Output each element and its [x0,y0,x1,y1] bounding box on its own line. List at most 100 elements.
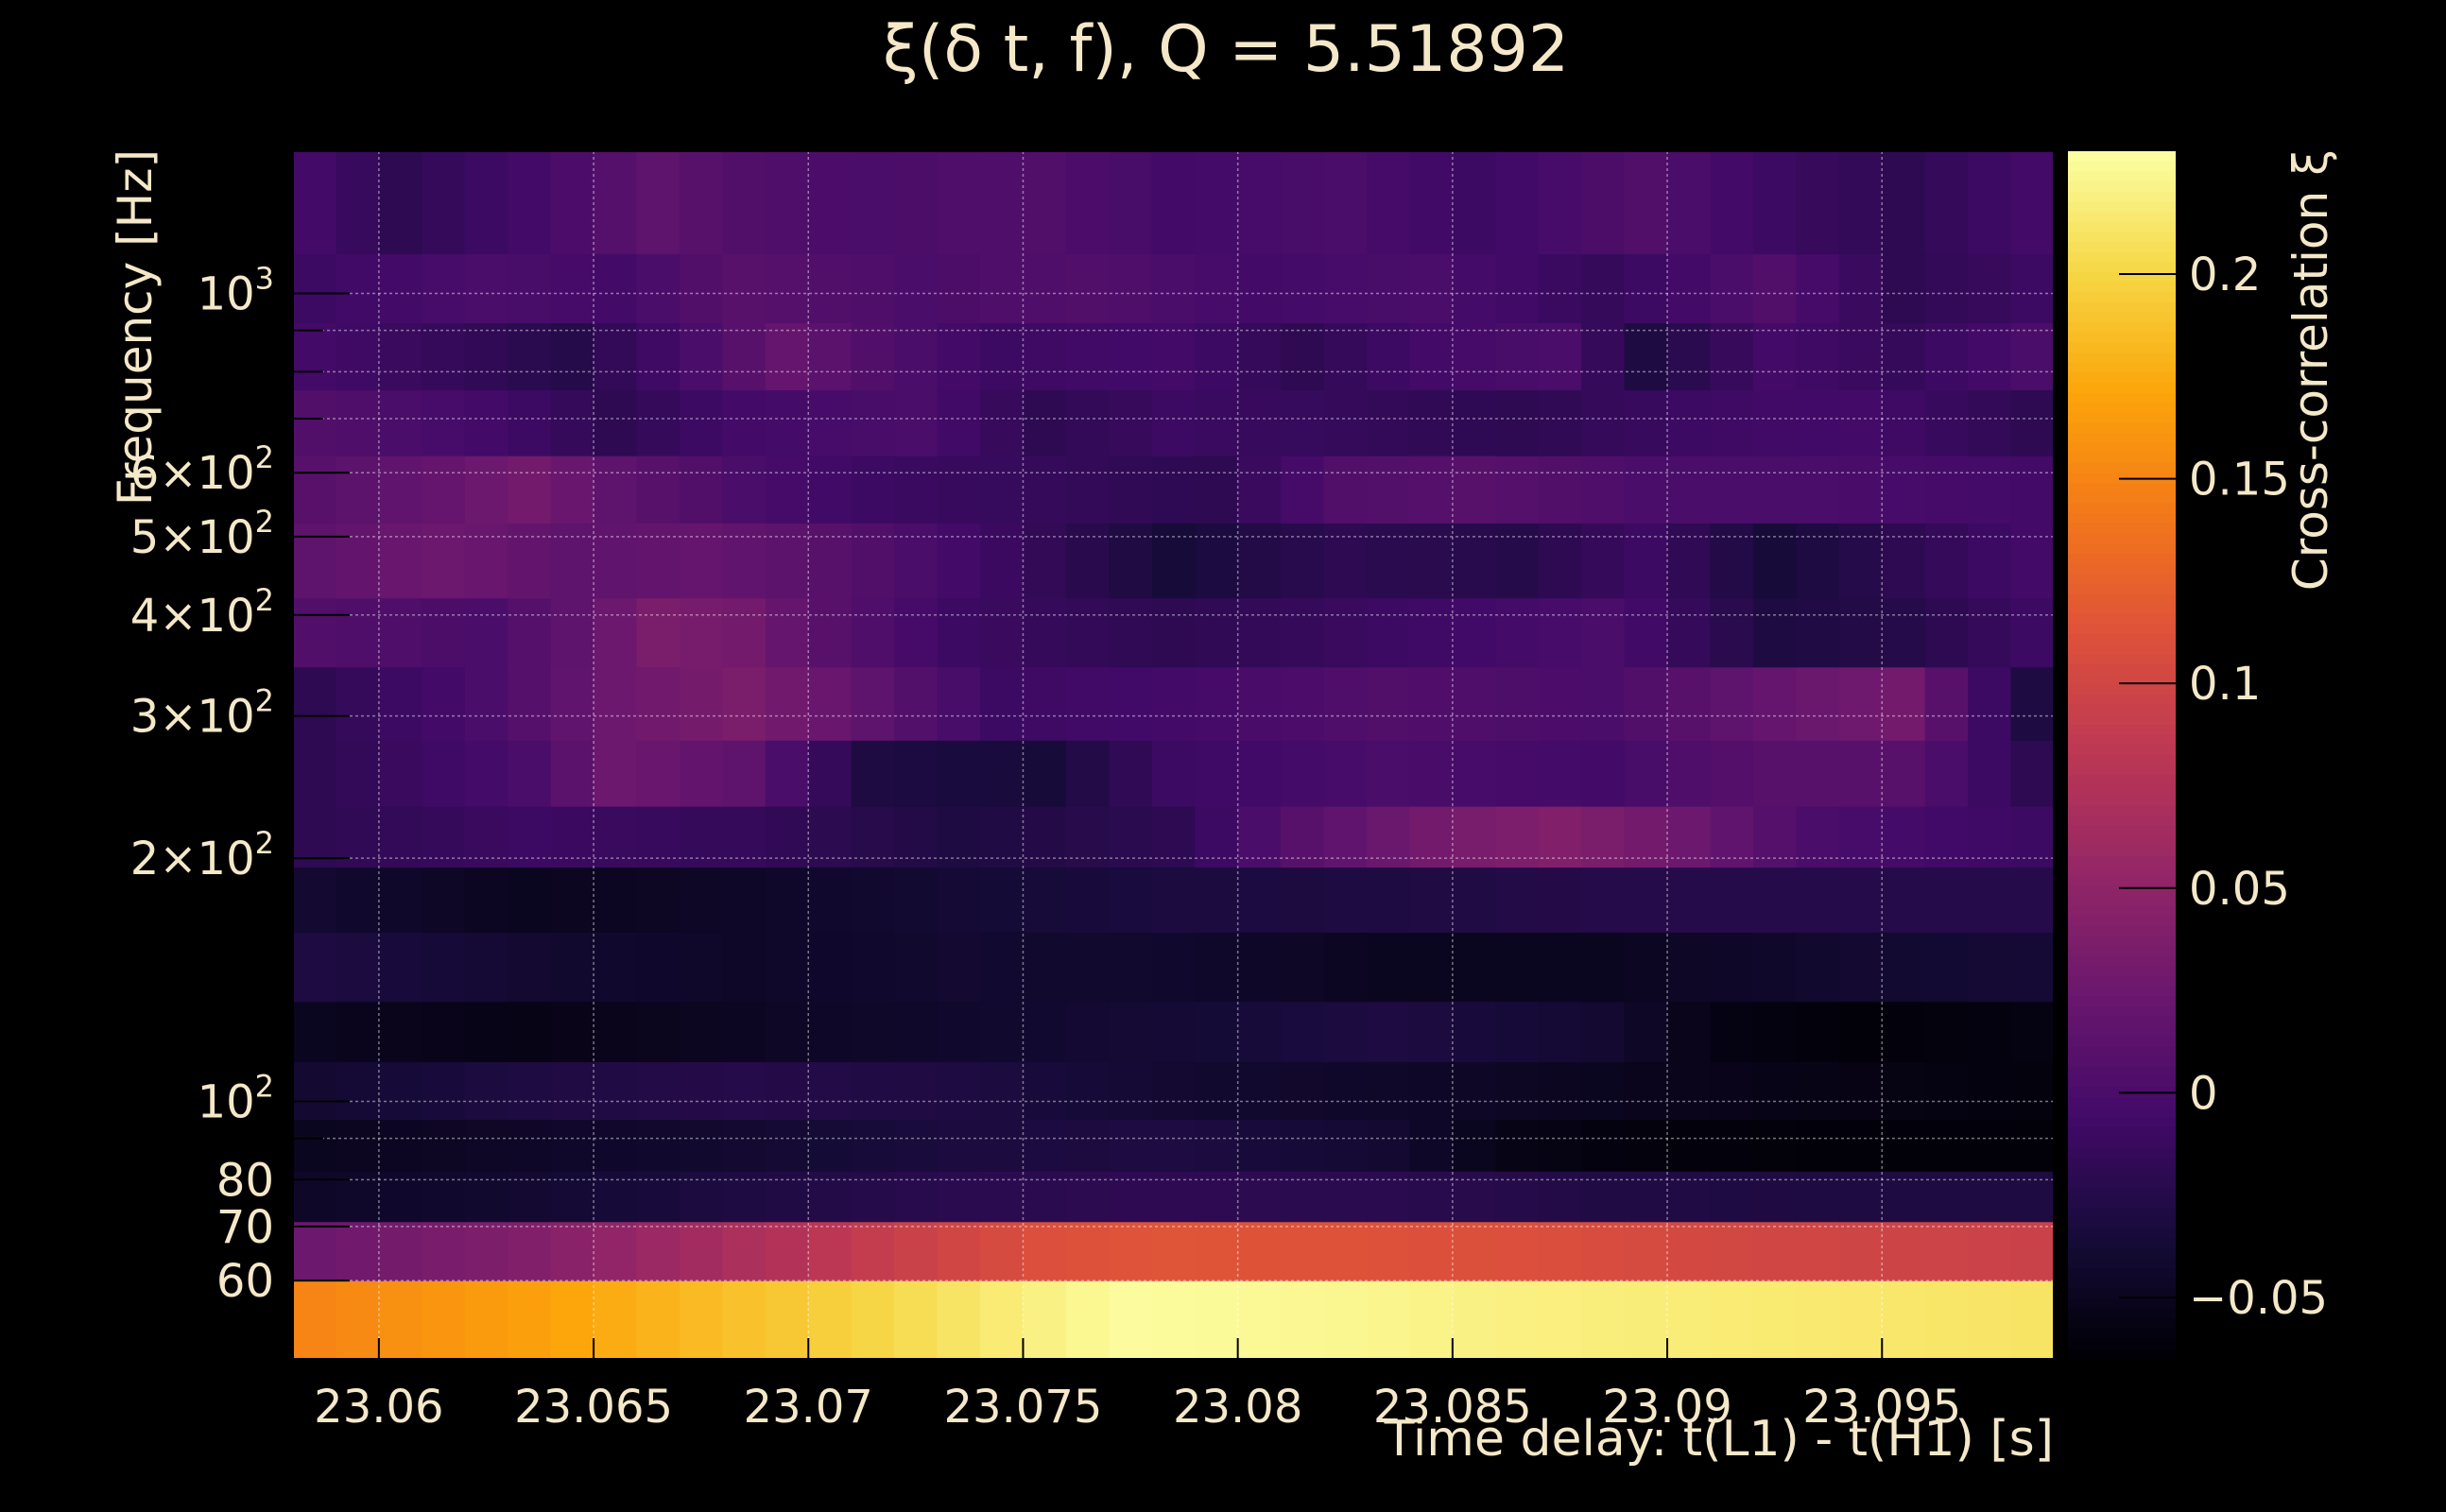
heatmap-cell [1838,1119,1883,1172]
heatmap-cell [1838,1001,1883,1063]
heatmap-cell [464,455,508,524]
heatmap-cell [1667,932,1712,1003]
heatmap-cell [808,1171,853,1223]
heatmap-cell [722,523,767,599]
heatmap-cell [2010,666,2055,741]
x-axis-label: Time delay: t(L1) - t(H1) [s] [1384,1411,2054,1468]
heatmap-cell [808,523,853,599]
heatmap-cell [808,867,853,933]
heatmap-cell [1237,806,1282,868]
heatmap-cell [464,151,508,255]
heatmap-cell [1151,666,1196,741]
heatmap-cell [1281,867,1325,933]
colorbar-segment [2068,755,2176,766]
heatmap-cell [1195,806,1239,868]
heatmap-cell [1924,1119,1969,1172]
heatmap-cell [336,455,380,524]
heatmap-cell [1752,253,1797,324]
colorbar-segment [2068,805,2176,816]
heatmap-cell [1281,1119,1325,1172]
colorbar-tick-label: −0.05 [2189,1272,2328,1325]
heatmap-cell [765,1280,809,1360]
heatmap-cell [765,1001,809,1063]
heatmap-cell [1409,389,1454,456]
heatmap-cell [1838,666,1883,741]
colorbar-segment [2068,513,2176,524]
heatmap-cell [1452,322,1496,391]
colorbar-segment [2068,916,2176,927]
heatmap-cell [1838,932,1883,1003]
colorbar-segment [2068,1329,2176,1340]
heatmap-cell [636,666,680,741]
heatmap-cell [378,932,422,1003]
heatmap-cell [1366,740,1411,807]
colorbar-segment [2068,1349,2176,1360]
heatmap-cell [1237,1061,1282,1121]
heatmap-cell [851,523,895,599]
heatmap-cell [636,932,680,1003]
x-tick-label: 23.09 [1602,1381,1731,1434]
heatmap-cell [722,932,767,1003]
heatmap-cell [636,806,680,868]
heatmap-cell [679,1221,723,1281]
heatmap-cell [1667,1119,1712,1172]
heatmap-cell [464,932,508,1003]
heatmap-cell [851,253,895,324]
heatmap-cell [422,867,466,933]
heatmap-cell [894,1001,939,1063]
heatmap-cell [550,1119,594,1172]
colorbar-segment [2068,1097,2176,1108]
heatmap-cell [1237,455,1282,524]
heatmap-cell [1065,597,1110,668]
heatmap-cell [336,1119,380,1172]
heatmap-cell [1195,389,1239,456]
heatmap-cell [851,932,895,1003]
heatmap-cell [1667,1280,1712,1360]
heatmap-cell [1796,740,1840,807]
heatmap-cell [422,1061,466,1121]
heatmap-cell [808,455,853,524]
heatmap-cell [1667,253,1712,324]
heatmap-cell [2010,389,2055,456]
colorbar-segment [2068,593,2176,605]
colorbar-segment [2068,563,2176,575]
heatmap-cell [1065,932,1110,1003]
heatmap-cell [1710,666,1754,741]
heatmap-cell [894,151,939,255]
colorbar-segment [2068,180,2176,193]
heatmap-cell [1624,867,1668,933]
heatmap-cell [293,523,337,599]
heatmap-cell [1195,666,1239,741]
heatmap-cell [894,740,939,807]
heatmap-cell [808,322,853,391]
heatmap-cell [1752,151,1797,255]
y-tick-label: 102 [198,1068,274,1128]
heatmap-cell [464,666,508,741]
heatmap-cell [980,151,1025,255]
heatmap-cell [1838,867,1883,933]
heatmap-cell [722,455,767,524]
heatmap-cell [1752,455,1797,524]
heatmap-cell [894,1119,939,1172]
heatmap-cell [679,1001,723,1063]
heatmap-cell [722,867,767,933]
heatmap-cell [1924,1171,1969,1223]
colorbar-segment [2068,1258,2176,1269]
heatmap-cell [422,1171,466,1223]
heatmap-cell [378,253,422,324]
heatmap-cell [894,1280,939,1360]
heatmap-cell [1323,455,1368,524]
heatmap-cell [1710,523,1754,599]
heatmap-cell [1710,389,1754,456]
heatmap-cell [980,666,1025,741]
heatmap-cell [293,253,337,324]
heatmap-cell [2010,597,2055,668]
heatmap-cell [1065,1280,1110,1360]
heatmap-cell [1538,1221,1582,1281]
heatmap-cell [1323,1171,1368,1223]
heatmap-cell [1366,1119,1411,1172]
heatmap-cell [1667,666,1712,741]
heatmap-cell [1667,1061,1712,1121]
heatmap-cell [1495,1171,1540,1223]
heatmap-cell [1452,455,1496,524]
